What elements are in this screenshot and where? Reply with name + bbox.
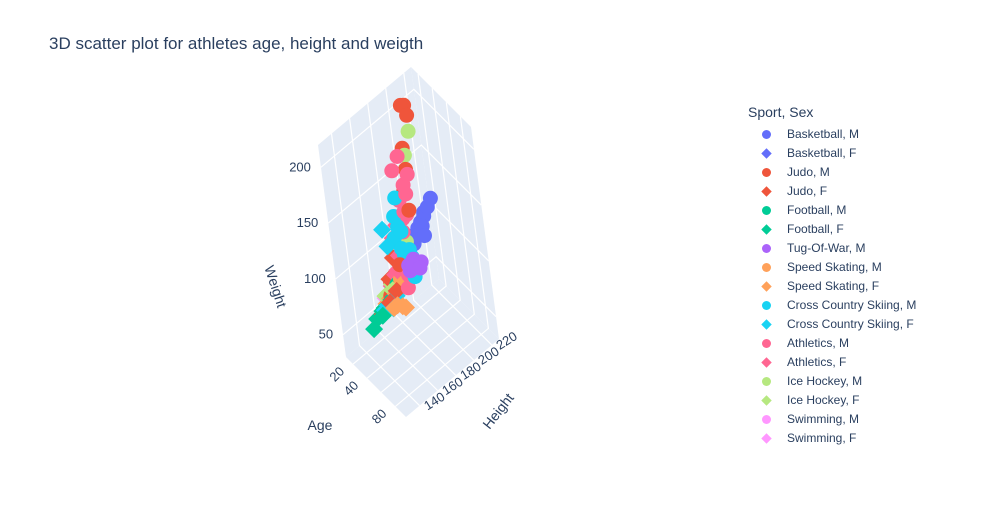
legend-item[interactable]: Football, M — [748, 201, 846, 220]
legend-item-label: Judo, F — [787, 184, 828, 198]
data-point-tug-of-war-m — [412, 260, 428, 276]
grid-line-age — [380, 102, 475, 393]
legend-item[interactable]: Ice Hockey, F — [748, 391, 859, 410]
legend-title: Sport, Sex — [748, 104, 814, 120]
diamond-marker-icon — [761, 186, 772, 197]
data-point-athletics-m — [400, 280, 416, 296]
legend-item-label: Swimming, F — [787, 431, 857, 445]
diamond-marker-icon — [761, 433, 772, 444]
legend-item-label: Ice Hockey, M — [787, 374, 863, 388]
grid-line-age — [352, 74, 447, 365]
legend-item-label: Football, F — [787, 222, 844, 236]
legend-item[interactable]: Speed Skating, F — [748, 277, 879, 296]
legend-item-label: Speed Skating, M — [787, 260, 882, 274]
circle-marker-icon — [762, 339, 771, 348]
legend-item[interactable]: Athletics, F — [748, 353, 846, 372]
legend-item[interactable]: Cross Country Skiing, F — [748, 315, 914, 334]
legend-item[interactable]: Basketball, F — [748, 144, 856, 163]
circle-marker-icon — [762, 301, 771, 310]
grid-line-weight — [342, 255, 497, 336]
legend-item[interactable]: Athletics, M — [748, 334, 849, 353]
data-point-judo-m — [399, 107, 415, 123]
legend-item-label: Swimming, M — [787, 412, 860, 426]
data-point-cross-country-skiing-f — [373, 220, 392, 239]
data-point-ice-hockey-m — [400, 123, 416, 139]
legend-items: Basketball, M Basketball, F Judo, M Judo, F… — [748, 125, 916, 448]
circle-marker-icon — [762, 244, 771, 253]
legend-item-label: Athletics, M — [787, 336, 850, 350]
legend-item-label: Judo, M — [787, 165, 830, 179]
legend-item[interactable]: Swimming, M — [748, 410, 859, 429]
data-point-speed-skating-f — [397, 298, 415, 317]
grid-line-weight — [327, 144, 482, 224]
x-tick-label: 40 — [340, 378, 361, 399]
legend-item[interactable]: Judo, M — [748, 163, 830, 182]
data-point-athletics-m — [384, 163, 400, 179]
data-point-cross-country-skiing-m — [394, 241, 409, 257]
legend: Sport, Sex Basketball, M Basketball, F Jud… — [748, 104, 916, 448]
z-tick-label: 200 — [289, 159, 311, 174]
x-tick-label: 20 — [326, 364, 347, 385]
grid-line-height — [403, 73, 493, 346]
circle-marker-icon — [762, 415, 771, 424]
z-tick-label: 100 — [304, 271, 326, 286]
legend-item[interactable]: Judo, F — [748, 182, 827, 201]
legend-item-label: Speed Skating, F — [787, 279, 880, 293]
circle-marker-icon — [762, 263, 771, 272]
legend-item[interactable]: Speed Skating, M — [748, 258, 882, 277]
side-pane — [411, 67, 499, 339]
circle-marker-icon — [762, 168, 771, 177]
data-point-basketball-m — [422, 190, 438, 206]
chart-title: 3D scatter plot for athletes age, height… — [49, 34, 424, 53]
y-axis-title: Height — [479, 390, 517, 432]
data-point-football-f — [373, 306, 392, 325]
data-point-athletics-m — [389, 149, 405, 164]
z-tick-label: 50 — [319, 327, 333, 342]
diamond-marker-icon — [761, 319, 772, 330]
x-axis-title: Age — [308, 417, 333, 433]
legend-item[interactable]: Ice Hockey, M — [748, 372, 862, 391]
legend-item-label: Cross Country Skiing, F — [787, 317, 914, 331]
z-tick-label: 150 — [297, 215, 319, 230]
legend-item-label: Athletics, F — [787, 355, 847, 369]
data-point-judo-m — [401, 202, 417, 218]
legend-item[interactable]: Tug-Of-War, M — [748, 239, 865, 258]
data-point-basketball-m — [417, 228, 432, 244]
data-point-football-f — [365, 320, 384, 339]
legend-item[interactable]: Football, F — [748, 220, 844, 239]
z-axis-title: Weight — [261, 263, 290, 309]
data-point-cross-country-skiing-f — [378, 237, 397, 256]
diamond-marker-icon — [761, 395, 772, 406]
data-points — [365, 97, 438, 339]
grid-line-age — [366, 88, 461, 379]
data-point-athletics-m — [399, 166, 415, 182]
x-tick-label: 80 — [369, 406, 390, 427]
legend-item-label: Tug-Of-War, M — [787, 241, 866, 255]
legend-item[interactable]: Cross Country Skiing, M — [748, 296, 916, 315]
data-point-cross-country-skiing-m — [393, 224, 409, 240]
grid-line-age — [395, 116, 490, 407]
grid-lines — [320, 73, 497, 407]
legend-item[interactable]: Swimming, F — [748, 429, 856, 448]
diamond-marker-icon — [761, 357, 772, 368]
grid-line-height — [330, 133, 420, 407]
legend-item-label: Basketball, M — [787, 127, 860, 141]
legend-item-label: Cross Country Skiing, M — [787, 298, 917, 312]
legend-item-label: Ice Hockey, F — [787, 393, 860, 407]
diamond-marker-icon — [761, 148, 772, 159]
legend-item-label: Football, M — [787, 203, 847, 217]
grid-line-weight — [320, 88, 475, 168]
circle-marker-icon — [762, 206, 771, 215]
legend-item-label: Basketball, F — [787, 146, 857, 160]
diamond-marker-icon — [761, 281, 772, 292]
legend-item[interactable]: Basketball, M — [748, 125, 859, 144]
circle-marker-icon — [762, 377, 771, 386]
diamond-marker-icon — [761, 224, 772, 235]
circle-marker-icon — [762, 130, 771, 139]
